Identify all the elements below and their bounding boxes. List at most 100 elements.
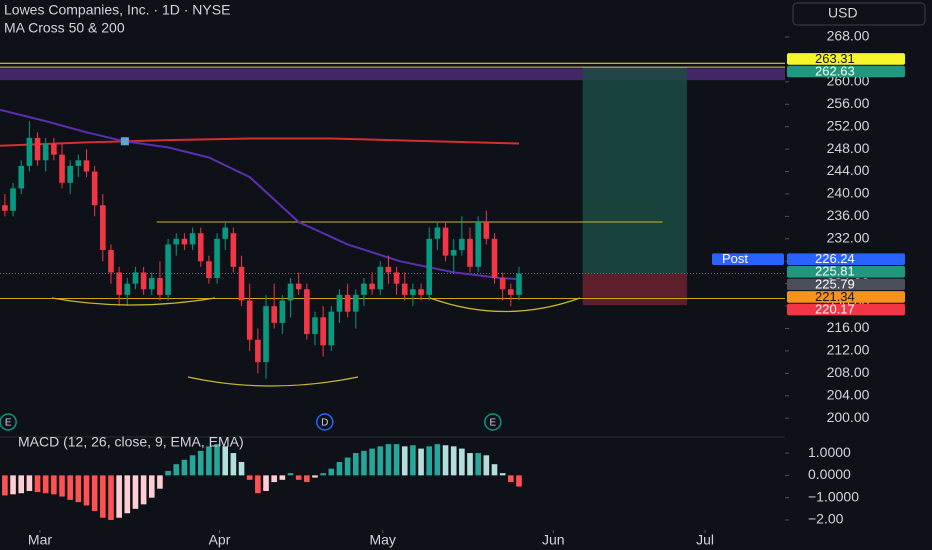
candle-body xyxy=(197,233,204,262)
y-tick-label: 0.0000 xyxy=(808,466,851,482)
macd-bar xyxy=(336,461,343,476)
y-tick-label: 240.00 xyxy=(827,185,870,201)
candle-body xyxy=(116,272,122,295)
macd-bar xyxy=(10,475,16,495)
candle-body xyxy=(230,233,237,267)
macd-bar xyxy=(491,464,498,476)
price-label-bg xyxy=(787,65,905,78)
candle-body xyxy=(491,238,498,279)
macd-bar xyxy=(312,475,318,478)
candle-body xyxy=(328,311,335,346)
candle-body xyxy=(51,143,57,155)
price-label: 262.63 xyxy=(815,63,855,78)
currency-button[interactable] xyxy=(792,2,926,26)
cross-marker xyxy=(120,137,129,146)
candle-body xyxy=(459,238,465,251)
macd-bar xyxy=(18,475,25,494)
price-label: 221.34 xyxy=(815,289,855,304)
chart-title: Lowes Companies, Inc. · 1D · NYSE xyxy=(4,2,230,18)
macd-bar xyxy=(287,473,294,476)
macd-bar xyxy=(83,475,90,506)
macd-bar xyxy=(91,475,98,512)
y-tick-label: −1.0000 xyxy=(808,488,859,504)
macd-bar xyxy=(369,448,375,476)
candle-body xyxy=(279,300,286,323)
event-badge xyxy=(484,413,502,431)
candle-body xyxy=(475,221,481,267)
event-label: D xyxy=(321,418,328,429)
profit-zone xyxy=(582,67,688,274)
event-badge xyxy=(0,413,17,431)
moving-average xyxy=(0,137,520,147)
x-tick-label: Apr xyxy=(209,532,231,548)
candle-body xyxy=(393,272,400,284)
candle-body xyxy=(508,289,514,295)
currency[interactable]: USD xyxy=(828,5,858,21)
y-tick-label: 252.00 xyxy=(827,117,870,133)
candle-body xyxy=(2,205,8,211)
candle-body xyxy=(10,188,16,211)
candle-body xyxy=(246,300,253,340)
price-label: 263.31 xyxy=(815,51,855,66)
candle-body xyxy=(271,306,277,323)
macd-bar xyxy=(263,475,269,491)
y-tick-label: 236.00 xyxy=(827,207,870,223)
macd-bar xyxy=(206,446,212,476)
candle-body xyxy=(516,273,522,295)
candle-body xyxy=(467,238,473,267)
macd-bar xyxy=(230,453,237,476)
y-tick-label: 208.00 xyxy=(827,364,870,380)
macd-bar xyxy=(271,475,277,483)
macd-bar xyxy=(393,444,400,476)
macd-bar xyxy=(508,475,514,483)
event-label: E xyxy=(490,418,497,429)
macd-bar xyxy=(42,475,49,494)
candle-body xyxy=(42,143,49,161)
candle-body xyxy=(206,261,212,279)
candle-body xyxy=(312,317,318,335)
macd-bar xyxy=(475,453,481,476)
y-tick-label: 204.00 xyxy=(827,386,870,402)
candle-body xyxy=(18,165,25,189)
price-label: 225.79 xyxy=(815,276,855,291)
y-tick-label: 1.0000 xyxy=(808,444,851,460)
price-label-prefix-bg xyxy=(712,253,784,265)
event-badge xyxy=(316,413,334,431)
macd-bar xyxy=(401,446,408,476)
macd-bar xyxy=(75,475,82,503)
macd-bar xyxy=(418,448,424,476)
macd-bar xyxy=(34,475,41,493)
candle-body xyxy=(344,294,351,312)
y-tick-label: 244.00 xyxy=(827,162,870,178)
candle-body xyxy=(426,238,433,295)
candle-body xyxy=(75,160,82,166)
macd-bar xyxy=(499,473,506,476)
candle-body xyxy=(100,205,106,251)
macd-bar xyxy=(157,475,163,489)
macd-bar xyxy=(361,450,367,476)
macd-bar xyxy=(132,475,139,509)
macd-bar xyxy=(238,461,245,476)
y-tick-label: 200.00 xyxy=(827,409,870,425)
candle-body xyxy=(304,289,310,335)
candle-body xyxy=(140,272,147,290)
y-tick-label: 216.00 xyxy=(827,319,870,335)
macd-title: MACD (12, 26, close, 9, EMA, EMA) xyxy=(18,434,244,450)
price-label-bg xyxy=(787,291,905,303)
candle-body xyxy=(320,317,326,346)
shoulder-arc xyxy=(51,297,216,306)
macd-bar xyxy=(344,457,351,476)
price-label-bg xyxy=(787,303,905,316)
macd-bar xyxy=(173,464,180,476)
plot: 268.00260.00256.00252.00248.00244.00240.… xyxy=(0,28,905,548)
y-tick-label: 268.00 xyxy=(827,28,870,44)
candle-body xyxy=(263,306,269,363)
macd-bar xyxy=(483,455,490,476)
candle-body xyxy=(369,283,375,290)
macd-bar xyxy=(26,475,33,491)
candle-body xyxy=(83,160,90,172)
macd-bar xyxy=(2,475,8,496)
macd-bar xyxy=(279,475,286,480)
